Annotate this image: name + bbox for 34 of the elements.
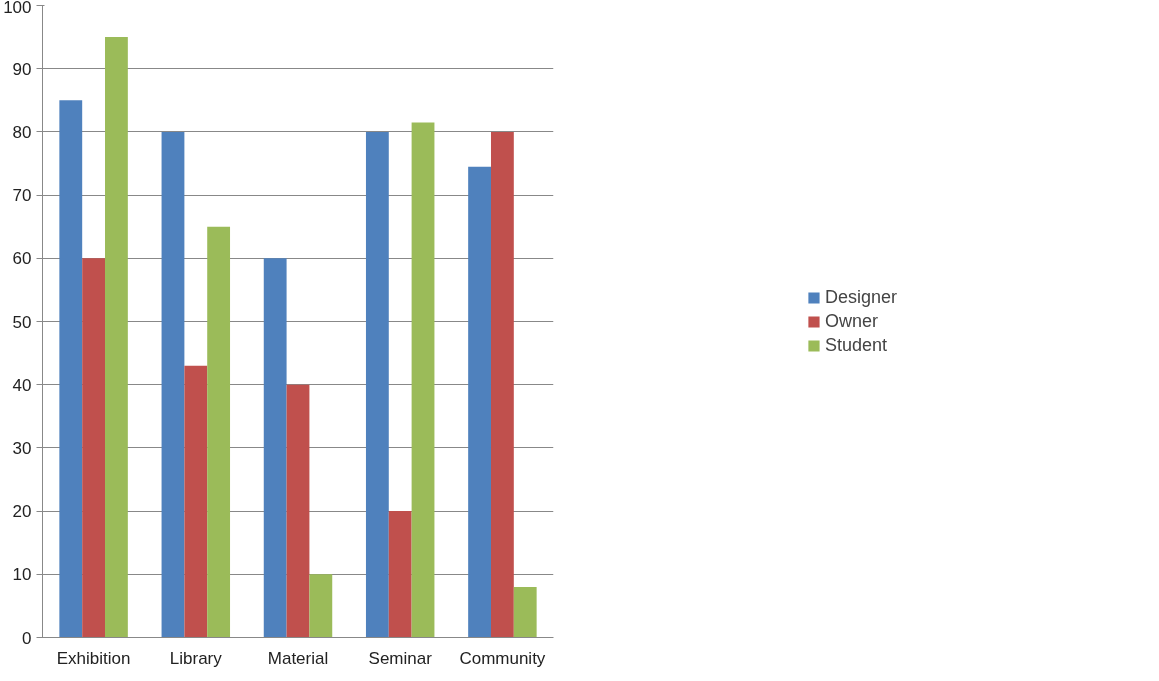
- bar: [59, 100, 83, 638]
- bar: [513, 586, 537, 638]
- bar: [286, 384, 310, 638]
- bar: [468, 166, 491, 638]
- x-tick-label: Library: [169, 648, 223, 668]
- bar: [388, 511, 412, 638]
- y-tick-label: 40: [12, 375, 32, 395]
- y-tick-label: 80: [12, 122, 32, 142]
- bar: [82, 258, 106, 638]
- y-tick-label: 60: [12, 249, 32, 269]
- y-tick-label: 10: [12, 565, 32, 585]
- y-tick-label: 30: [12, 438, 32, 458]
- legend-label: Student: [824, 334, 888, 356]
- y-tick-label: 90: [12, 59, 32, 79]
- legend-label: Designer: [824, 286, 898, 308]
- y-tick-label: 50: [12, 312, 32, 332]
- bar: [161, 131, 185, 638]
- bar: [490, 131, 514, 638]
- x-tick-label: Exhibition: [56, 648, 131, 668]
- x-tick-label: Material: [267, 648, 329, 668]
- bar: [309, 574, 333, 638]
- bar: [411, 122, 435, 638]
- y-tick-label: 70: [12, 186, 32, 206]
- bar: [263, 258, 287, 638]
- x-tick-label: Community: [459, 648, 546, 668]
- legend-label: Owner: [824, 310, 878, 332]
- bar: [105, 37, 128, 638]
- bar: [207, 226, 231, 638]
- bar: [365, 131, 389, 638]
- y-tick-label: 20: [12, 502, 32, 522]
- y-tick-label: 100: [3, 0, 32, 17]
- bar: [184, 365, 208, 638]
- y-tick-label: 0: [22, 628, 32, 648]
- x-tick-label: Seminar: [368, 648, 433, 668]
